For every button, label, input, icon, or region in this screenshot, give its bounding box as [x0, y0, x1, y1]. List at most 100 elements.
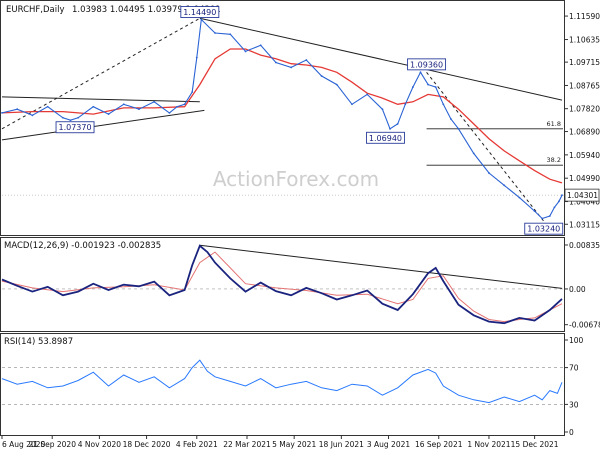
- price-point: [488, 172, 490, 174]
- price-annotation-box: [180, 6, 220, 18]
- price-annotation-box: [407, 58, 447, 71]
- x-tick-label: 4 Feb 2021: [176, 440, 218, 449]
- price-point: [214, 32, 216, 34]
- price-point: [77, 116, 79, 119]
- price-point: [275, 61, 277, 64]
- price-y-tick-label: 1.10635: [569, 36, 600, 45]
- price-point: [419, 71, 422, 74]
- price-point: [92, 105, 95, 108]
- macd-trendline: [199, 244, 563, 289]
- price-point: [244, 50, 247, 53]
- price-point: [558, 200, 560, 203]
- rsi-panel-frame: [0, 333, 565, 436]
- x-tick-label: 6 Aug 2020: [2, 440, 45, 449]
- last-price-label: 1.04301: [567, 191, 598, 200]
- rsi-y-tick-label: 0: [569, 428, 574, 437]
- price-y-tick-label: 1.06890: [569, 128, 600, 137]
- watermark-text: ActionForex.com: [213, 167, 379, 191]
- price-point: [503, 184, 506, 187]
- x-tick-label: 22 Mar 2021: [223, 440, 271, 449]
- price-point: [561, 194, 563, 197]
- price-point: [1, 111, 3, 114]
- price-point: [548, 215, 551, 217]
- price-y-tick-label: 1.03115: [569, 220, 600, 229]
- price-y-tick-label: 1.04040: [569, 198, 600, 207]
- price-point: [176, 105, 178, 108]
- price-point: [351, 103, 353, 106]
- price-point: [168, 111, 171, 114]
- price-point: [450, 118, 452, 120]
- price-annotation-label: 1.09360: [410, 60, 443, 69]
- rsi-y-tick-label: 30: [569, 400, 579, 409]
- price-point: [16, 108, 19, 111]
- price-y-tick-label: 1.04990: [569, 174, 600, 183]
- price-line: [1, 18, 563, 220]
- price-panel: 1.11590 1.10635 1.09715 1.08765 1.07820 1.068…: [1, 6, 600, 235]
- price-annotation-box: [366, 131, 405, 144]
- dashed-trendline: [426, 72, 545, 222]
- price-annotation-box: [55, 121, 95, 134]
- price-point: [457, 127, 460, 130]
- price-point: [472, 152, 475, 155]
- x-tick-label: 3 Aug 2021: [367, 440, 410, 449]
- trendline: [1, 96, 200, 103]
- price-point: [366, 93, 369, 96]
- price-annotation-label: 1.14490: [183, 8, 216, 17]
- macd-line: [1, 244, 563, 325]
- x-tick-label: 16 Sep 2021: [415, 440, 463, 449]
- macd-y-tick-label: 0.008353: [569, 241, 600, 250]
- rsi-panel: 100 70 30 0: [1, 336, 584, 437]
- price-y-tick-label: 1.07820: [569, 105, 600, 114]
- fib-level-label: 61.8: [547, 120, 561, 128]
- price-point: [122, 103, 125, 106]
- dashed-trendline: [1, 17, 201, 130]
- x-tick-label: 15 Dec 2021: [511, 440, 559, 449]
- price-y-tick-label: 1.08765: [569, 81, 600, 90]
- price-point: [195, 56, 198, 59]
- price-point: [138, 108, 140, 111]
- price-point: [518, 196, 521, 199]
- price-annotation-box: [524, 222, 564, 235]
- price-point: [31, 114, 34, 117]
- price-y-tick-label: 1.09715: [569, 58, 600, 67]
- price-point: [305, 59, 308, 61]
- price-point: [229, 33, 232, 36]
- price-point: [69, 119, 72, 122]
- x-tick-label: 18 Jun 2021: [319, 440, 364, 449]
- trendline: [1, 109, 205, 141]
- price-point: [200, 18, 203, 21]
- price-panel-frame: [0, 0, 565, 236]
- price-point: [290, 66, 293, 69]
- price-point: [389, 127, 391, 130]
- price-header-ohlc: 1.03983 1.04495 1.03979 1.04301: [72, 5, 221, 15]
- macd-y-tick-label: 0.00: [569, 285, 586, 294]
- macd-panel-title: MACD(12,26,9) -0.001923 -0.002835: [4, 241, 161, 251]
- rsi-y-tick-label: 70: [569, 364, 579, 373]
- price-header-symbol: EURCHF,Daily: [6, 5, 65, 15]
- x-tick-label: 4 Nov 2020: [78, 440, 121, 449]
- price-point: [533, 210, 536, 213]
- price-point: [442, 103, 445, 106]
- price-annotation-label: 1.06940: [369, 134, 402, 143]
- trendline: [199, 17, 563, 101]
- rsi-panel-title: RSI(14) 53.8987: [4, 337, 73, 347]
- price-y-tick-label: 1.11590: [569, 12, 600, 21]
- rsi-line: [1, 359, 563, 404]
- price-annotation-label: 1.03240: [527, 225, 560, 234]
- price-point: [183, 103, 186, 106]
- price-y-tick-label: 1.05940: [569, 151, 600, 160]
- price-point: [381, 108, 384, 111]
- fib-level-label: 38.2: [547, 156, 561, 164]
- last-price-marker: [564, 188, 600, 202]
- price-point: [434, 86, 437, 88]
- rsi-y-tick-label: 100: [569, 336, 584, 345]
- price-point: [320, 75, 323, 77]
- moving-average-line: [1, 48, 563, 184]
- macd-y-tick-label: -0.006788: [569, 321, 600, 330]
- price-point: [107, 113, 110, 115]
- price-point: [427, 83, 429, 86]
- price-point: [191, 91, 194, 93]
